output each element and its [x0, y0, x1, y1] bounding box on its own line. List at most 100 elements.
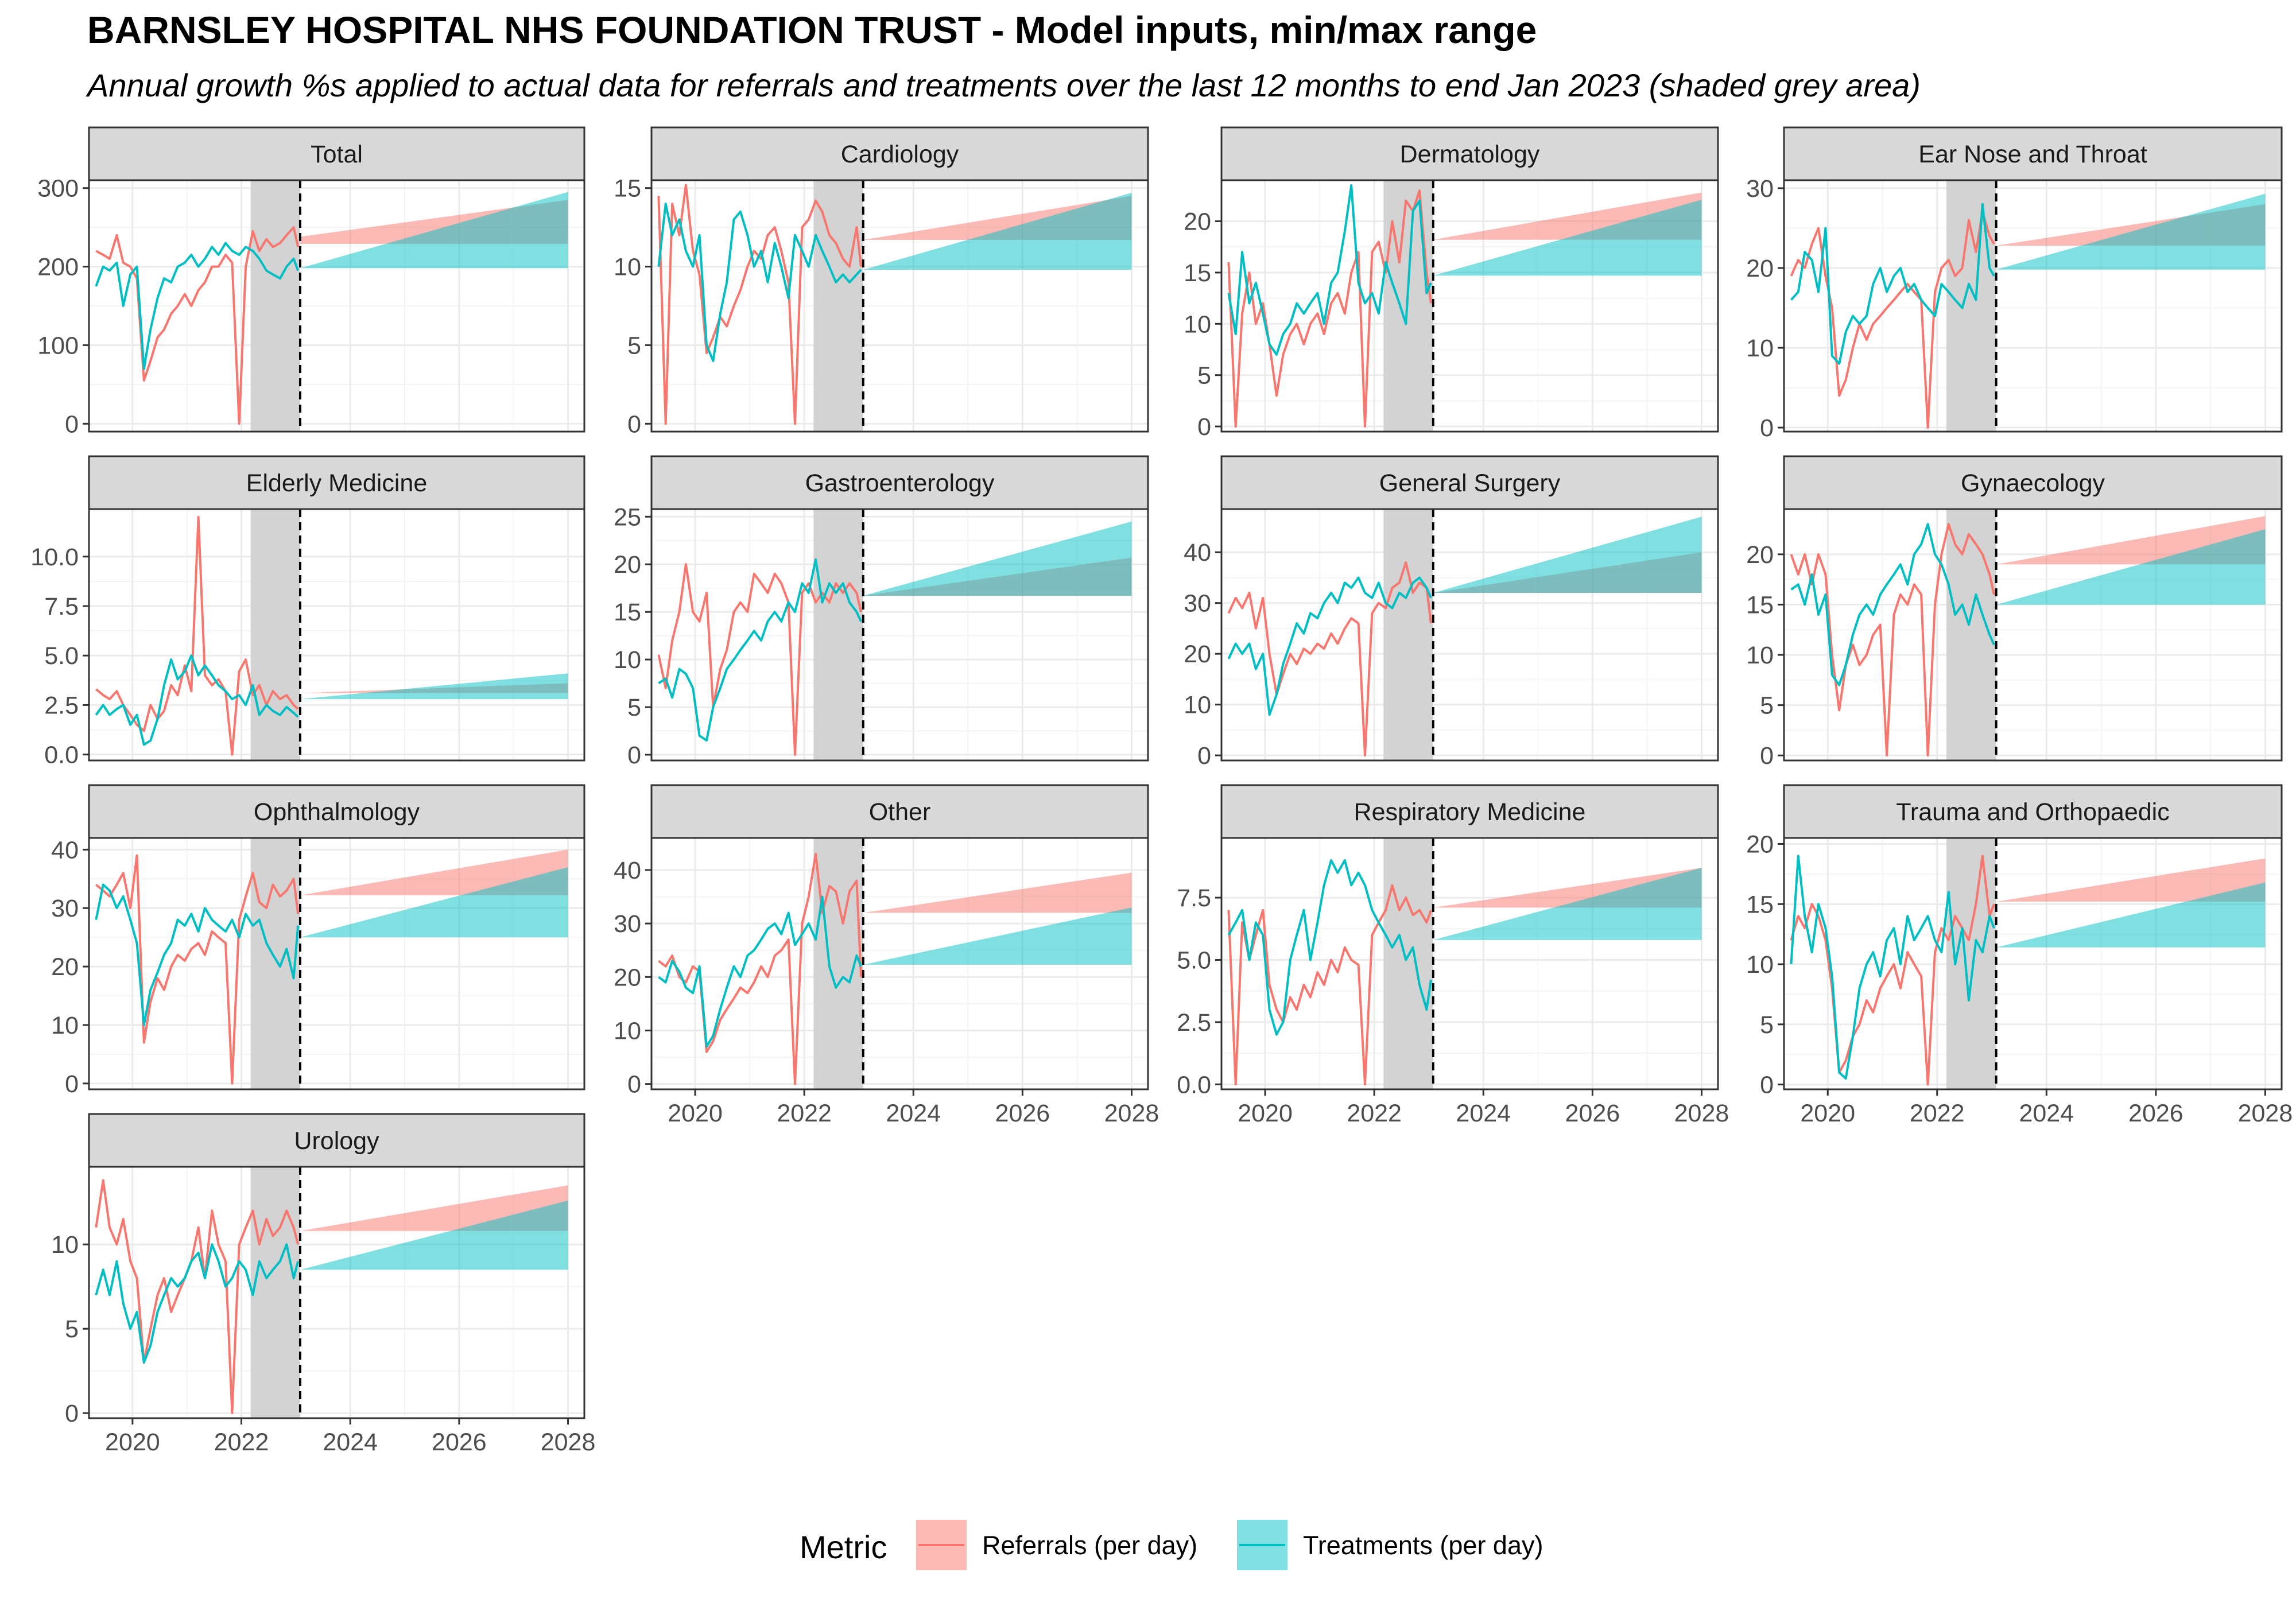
panel-title: Trauma and Orthopaedic: [1896, 798, 2169, 826]
shaded-period: [1946, 180, 1996, 432]
referrals-line: [1790, 211, 1995, 429]
y-tick-label: 15: [614, 599, 641, 626]
panel-title: Ear Nose and Throat: [1918, 141, 2147, 168]
y-tick-label: 5: [627, 332, 641, 359]
y-tick-label: 15: [614, 175, 641, 203]
y-tick-label: 40: [614, 857, 641, 884]
panel-respiratory-medicine: Respiratory Medicine 0.0 2.5 5.0 7.5 2020 2022…: [1177, 784, 1729, 1127]
y-tick-label: 0.0: [44, 742, 79, 769]
panel-general-surgery: General Surgery 0 10 20 30 40: [1184, 455, 1719, 770]
y-tick-label: 15: [1184, 259, 1211, 287]
y-tick-label: 20: [1746, 830, 1774, 858]
treatments-line: [658, 558, 862, 742]
x-tick-label: 2022: [214, 1429, 269, 1456]
y-tick-label: 30: [1184, 590, 1211, 618]
y-tick-label: 0: [1197, 413, 1211, 441]
y-tick-label: 0: [1760, 1072, 1774, 1099]
panel-elderly-medicine: Elderly Medicine 0.0 2.5 5.0 7.5 10.0: [30, 455, 585, 769]
y-tick-label: 7.5: [44, 593, 79, 620]
referrals-line: [1227, 561, 1432, 757]
y-tick-label: 5.0: [44, 642, 79, 670]
x-tick-label: 2028: [1104, 1100, 1159, 1127]
referrals-line: [658, 853, 862, 1085]
panel-gastroenterology: Gastroenterology 0 5 10 15 20 25: [614, 455, 1149, 769]
x-tick-label: 2020: [1238, 1100, 1293, 1127]
x-tick-label: 2024: [323, 1429, 378, 1456]
referrals-projection-band: [300, 849, 568, 895]
chart-title: BARNSLEY HOSPITAL NHS FOUNDATION TRUST -…: [87, 9, 1537, 51]
x-tick-label: 2026: [995, 1100, 1050, 1127]
shaded-period: [813, 180, 863, 432]
x-tick-label: 2020: [1800, 1100, 1855, 1127]
y-tick-label: 5: [1760, 1011, 1774, 1039]
panel-border: [88, 508, 585, 762]
x-tick-label: 2028: [2238, 1100, 2293, 1127]
treatments-projection-band: [1433, 199, 1702, 276]
y-tick-label: 20: [1184, 641, 1211, 668]
shaded-period: [250, 509, 300, 760]
shaded-period: [1383, 509, 1433, 760]
legend-label: Referrals (per day): [982, 1531, 1197, 1560]
legend-item: Referrals (per day): [916, 1520, 1197, 1570]
y-tick-label: 20: [1746, 541, 1774, 569]
strip-background: [1220, 126, 1719, 181]
y-tick-label: 30: [614, 910, 641, 938]
panel-border: [1783, 179, 2283, 433]
referrals-line: [1227, 884, 1432, 1086]
shaded-period: [1383, 180, 1433, 432]
panel-border: [88, 1166, 585, 1419]
panel-ophthalmology: Ophthalmology 0 10 20 30 40: [51, 784, 585, 1098]
panel-border: [88, 179, 585, 433]
panel-ear-nose-and-throat: Ear Nose and Throat 0 10 20 30: [1746, 126, 2283, 442]
treatments-line: [1227, 576, 1432, 716]
panel-title: Other: [869, 798, 931, 826]
strip-background: [1783, 126, 2283, 181]
x-tick-label: 2020: [105, 1429, 160, 1456]
y-tick-label: 10: [614, 254, 641, 281]
y-tick-label: 10: [1184, 692, 1211, 719]
panel-other: Other 0 10 20 30 40 2020 2022 2024 2026 2028: [614, 784, 1159, 1127]
treatments-line: [1790, 855, 1995, 1080]
y-tick-label: 0: [627, 1071, 641, 1098]
treatments-line: [95, 883, 300, 1026]
panel-border: [1783, 508, 2283, 762]
x-tick-label: 2026: [2128, 1100, 2183, 1127]
referrals-line: [95, 226, 300, 425]
treatments-line: [1227, 184, 1432, 356]
strip-background: [1220, 784, 1719, 839]
panel-border: [1220, 179, 1719, 433]
legend-title: Metric: [800, 1529, 887, 1565]
strip-background: [650, 784, 1149, 839]
y-tick-label: 10: [614, 1017, 641, 1045]
shaded-period: [250, 180, 300, 432]
referrals-line: [657, 184, 862, 425]
x-tick-label: 2028: [541, 1429, 596, 1456]
panel-border: [88, 837, 585, 1090]
y-tick-label: 0: [1197, 742, 1211, 770]
x-tick-label: 2024: [2019, 1100, 2074, 1127]
treatments-line: [658, 895, 862, 1048]
y-tick-label: 0: [1760, 414, 1774, 442]
strip-background: [88, 1113, 585, 1168]
y-tick-label: 7.5: [1177, 884, 1211, 912]
y-tick-label: 5: [627, 694, 641, 721]
treatments-projection-band: [1996, 882, 2266, 948]
strip-background: [650, 126, 1149, 181]
y-tick-label: 20: [1746, 255, 1774, 282]
y-tick-label: 0: [65, 1070, 79, 1098]
panel-urology: Urology 0 5 10 2020 2022 2024 2026 2028: [51, 1113, 596, 1456]
y-tick-label: 20: [614, 551, 641, 579]
y-tick-label: 5: [1760, 692, 1774, 720]
panel-cardiology: Cardiology 0 5 10 15: [614, 126, 1149, 438]
y-tick-label: 300: [37, 175, 79, 203]
x-tick-label: 2028: [1674, 1100, 1729, 1127]
strip-background: [1220, 455, 1719, 510]
panel-border: [1220, 837, 1719, 1090]
y-tick-label: 0: [627, 742, 641, 769]
y-tick-label: 0: [627, 410, 641, 438]
y-tick-label: 30: [51, 895, 79, 922]
x-tick-label: 2022: [1347, 1100, 1402, 1127]
referrals-projection-band: [1996, 858, 2266, 902]
